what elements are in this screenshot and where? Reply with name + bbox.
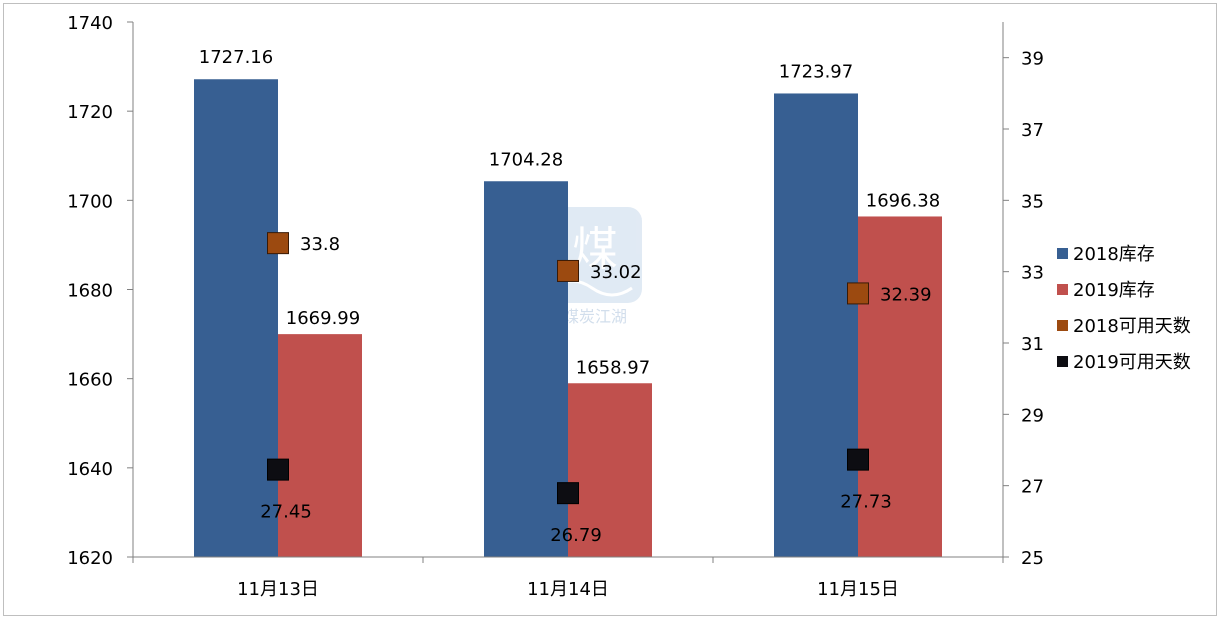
data-label: 1669.99 bbox=[286, 308, 360, 329]
data-label: 32.39 bbox=[880, 284, 932, 305]
y-right-tick-label: 35 bbox=[1021, 191, 1044, 212]
data-label: 1704.28 bbox=[489, 149, 563, 170]
marker-2018-days bbox=[847, 282, 869, 305]
data-label: 27.73 bbox=[840, 492, 892, 513]
legend-item: 2019可用天数 bbox=[1057, 352, 1191, 373]
legend-label: 2019库存 bbox=[1073, 280, 1155, 301]
marker-2018-days bbox=[267, 232, 289, 255]
legend-label: 2019可用天数 bbox=[1073, 352, 1191, 373]
data-label: 1658.97 bbox=[576, 357, 650, 378]
y-right-tick-label: 39 bbox=[1021, 49, 1044, 70]
legend-label: 2018库存 bbox=[1073, 244, 1155, 265]
legend-item: 2018可用天数 bbox=[1057, 316, 1191, 337]
bar-2018-stock bbox=[194, 79, 278, 558]
x-tick-label: 11月13日 bbox=[237, 579, 319, 600]
y-left-tick-label: 1680 bbox=[67, 281, 113, 302]
y-left-tick-label: 1620 bbox=[67, 548, 113, 569]
watermark-text: 煤炭江湖 bbox=[563, 307, 627, 326]
bar-2019-stock bbox=[278, 334, 362, 557]
y-left-tick-label: 1720 bbox=[67, 102, 113, 123]
y-left-tick-label: 1740 bbox=[67, 13, 113, 34]
marker-2019-days bbox=[847, 448, 869, 471]
y-right-tick-label: 29 bbox=[1021, 405, 1044, 426]
legend-item: 2018库存 bbox=[1057, 244, 1155, 265]
y-right-tick-label: 27 bbox=[1021, 477, 1044, 498]
data-label: 33.8 bbox=[300, 234, 340, 255]
data-label: 26.79 bbox=[550, 525, 602, 546]
legend-swatch bbox=[1057, 356, 1068, 367]
legend-item: 2019库存 bbox=[1057, 280, 1155, 301]
legend-label: 2018可用天数 bbox=[1073, 316, 1191, 337]
legend-swatch bbox=[1057, 248, 1068, 259]
y-left-tick-label: 1660 bbox=[67, 370, 113, 391]
y-left-tick-label: 1700 bbox=[67, 191, 113, 212]
y-right-tick-label: 25 bbox=[1021, 548, 1044, 569]
marker-2019-days bbox=[557, 482, 579, 505]
bar-2019-stock bbox=[858, 216, 942, 557]
svg-text:煤: 煤 bbox=[572, 222, 618, 276]
data-label: 1696.38 bbox=[866, 190, 940, 211]
y-right-tick-label: 31 bbox=[1021, 334, 1044, 355]
bar-2018-stock bbox=[484, 181, 568, 558]
x-tick-label: 11月14日 bbox=[527, 579, 609, 600]
y-left-tick-label: 1640 bbox=[67, 459, 113, 480]
y-right-tick-label: 37 bbox=[1021, 120, 1044, 141]
legend-swatch bbox=[1057, 284, 1068, 295]
marker-2019-days bbox=[267, 458, 289, 481]
data-label: 1727.16 bbox=[199, 47, 273, 68]
legend-swatch bbox=[1057, 320, 1068, 331]
bar-2018-stock bbox=[774, 93, 858, 557]
bar-2019-stock bbox=[568, 383, 652, 557]
data-label: 27.45 bbox=[260, 502, 312, 523]
data-label: 1723.97 bbox=[779, 61, 853, 82]
data-label: 33.02 bbox=[590, 262, 642, 283]
marker-2018-days bbox=[557, 259, 579, 282]
y-right-tick-label: 33 bbox=[1021, 263, 1044, 284]
x-tick-label: 11月15日 bbox=[817, 579, 899, 600]
